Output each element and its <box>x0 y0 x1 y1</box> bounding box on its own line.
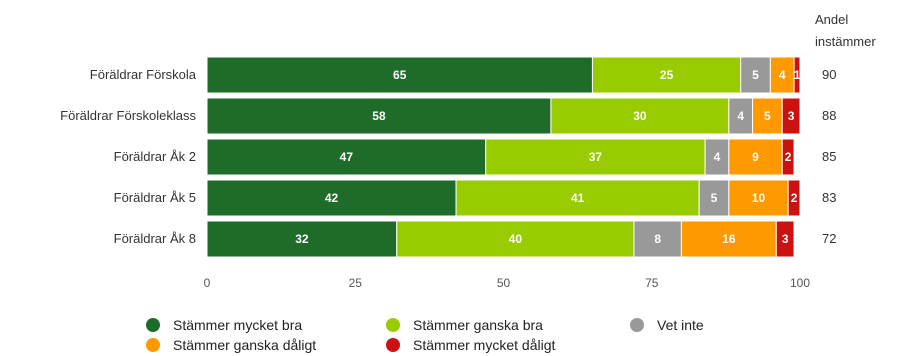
x-tick-label: 75 <box>645 276 659 290</box>
bar-value-label: 30 <box>633 109 647 123</box>
right-header-line-1: Andel <box>815 12 848 27</box>
legend: Stämmer mycket bra Stämmer ganska bra Vet … <box>146 317 704 353</box>
bar-value-label: 8 <box>654 232 661 246</box>
bar-segment <box>728 179 789 217</box>
bar-value-label: 16 <box>722 232 736 246</box>
bar-value-label: 3 <box>782 232 789 246</box>
legend-label: Stämmer mycket dåligt <box>413 337 555 353</box>
legend-label: Stämmer mycket bra <box>173 317 302 333</box>
bar-value-label: 40 <box>509 232 523 246</box>
bar-value-label: 5 <box>764 109 771 123</box>
right-header-line-2: instämmer <box>815 34 876 49</box>
bar-segment <box>728 138 783 176</box>
bar-segment <box>485 138 706 176</box>
bar-segment <box>396 220 635 258</box>
bar-value-label: 42 <box>325 191 339 205</box>
bar-value-label: 5 <box>752 68 759 82</box>
bar-value-label: 2 <box>791 191 798 205</box>
bar-value-label: 37 <box>589 150 603 164</box>
bar-segment <box>206 179 457 217</box>
share-value: 83 <box>822 190 836 205</box>
bar-value-label: 47 <box>340 150 354 164</box>
bar-value-label: 9 <box>752 150 759 164</box>
bar-value-label: 5 <box>711 191 718 205</box>
legend-label: Stämmer ganska dåligt <box>173 337 316 353</box>
bar-segment <box>781 138 795 176</box>
category-label: Föräldrar Åk 5 <box>114 190 196 205</box>
x-tick-label: 100 <box>790 276 810 290</box>
category-label: Föräldrar Förskoleklass <box>60 108 196 123</box>
share-values: 90 88 85 83 72 <box>822 67 836 246</box>
category-labels: Föräldrar Förskola Föräldrar Förskoleklas… <box>60 67 197 246</box>
bar-segment <box>550 97 730 135</box>
share-value: 90 <box>822 67 836 82</box>
legend-swatch <box>630 318 644 332</box>
legend-swatch <box>386 338 400 352</box>
bar-value-label: 32 <box>295 232 309 246</box>
bar-value-label: 3 <box>788 109 795 123</box>
x-tick-label: 25 <box>349 276 363 290</box>
right-column-header: Andel instämmer <box>815 12 876 49</box>
bar-segment <box>793 56 801 94</box>
bar-value-label: 10 <box>752 191 766 205</box>
legend-swatch <box>146 338 160 352</box>
bar-segment <box>680 220 777 258</box>
bar-segment <box>781 97 801 135</box>
bar-segment <box>206 56 593 94</box>
x-tick-label: 50 <box>497 276 511 290</box>
bar-value-label: 25 <box>660 68 674 82</box>
legend-label: Stämmer ganska bra <box>413 317 543 333</box>
bar-value-label: 4 <box>714 150 721 164</box>
bar-value-label: 65 <box>393 68 407 82</box>
share-value: 88 <box>822 108 836 123</box>
category-label: Föräldrar Åk 2 <box>114 149 196 164</box>
bar-segment <box>752 97 783 135</box>
bar-segment <box>740 56 771 94</box>
bar-value-label: 41 <box>571 191 585 205</box>
x-axis-ticks: 0 25 50 75 100 <box>204 276 811 290</box>
share-value: 72 <box>822 231 836 246</box>
bar-value-label: 58 <box>372 109 386 123</box>
bar-value-label: 4 <box>779 68 786 82</box>
bar-segment <box>206 138 487 176</box>
legend-swatch <box>386 318 400 332</box>
bar-segment <box>455 179 700 217</box>
category-label: Föräldrar Förskola <box>90 67 197 82</box>
bars: 65 25 5 4 158 30 4 5 347 37 4 9 242 41 5 10 232 40 8 16 3 <box>206 56 801 258</box>
x-tick-label: 0 <box>204 276 211 290</box>
category-label: Föräldrar Åk 8 <box>114 231 196 246</box>
bar-value-label: 1 <box>794 68 801 82</box>
bar-value-label: 2 <box>785 150 792 164</box>
bar-segment <box>775 220 795 258</box>
bar-segment <box>633 220 682 258</box>
legend-swatch <box>146 318 160 332</box>
legend-label: Vet inte <box>657 317 704 333</box>
bar-segment <box>787 179 801 217</box>
bar-value-label: 4 <box>737 109 744 123</box>
bar-segment <box>698 179 730 217</box>
bar-segment <box>591 56 742 94</box>
bar-segment <box>206 97 552 135</box>
share-value: 85 <box>822 149 836 164</box>
